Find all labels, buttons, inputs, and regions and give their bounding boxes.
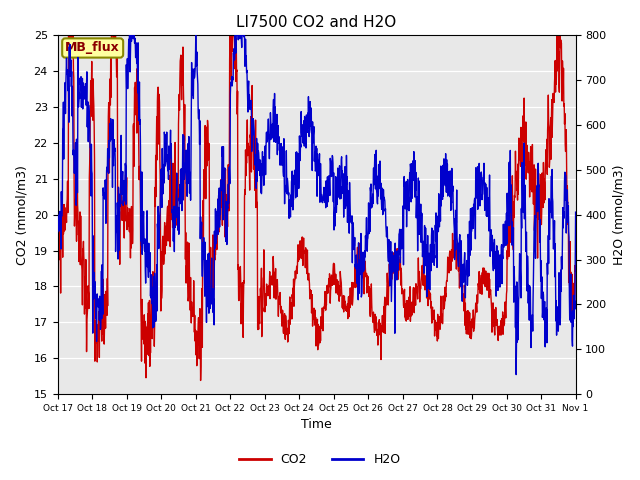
Title: LI7500 CO2 and H2O: LI7500 CO2 and H2O xyxy=(236,15,397,30)
Legend: CO2, H2O: CO2, H2O xyxy=(234,448,406,471)
Text: MB_flux: MB_flux xyxy=(65,41,120,54)
X-axis label: Time: Time xyxy=(301,419,332,432)
Y-axis label: H2O (mmol/m3): H2O (mmol/m3) xyxy=(612,165,625,265)
Y-axis label: CO2 (mmol/m3): CO2 (mmol/m3) xyxy=(15,165,28,264)
